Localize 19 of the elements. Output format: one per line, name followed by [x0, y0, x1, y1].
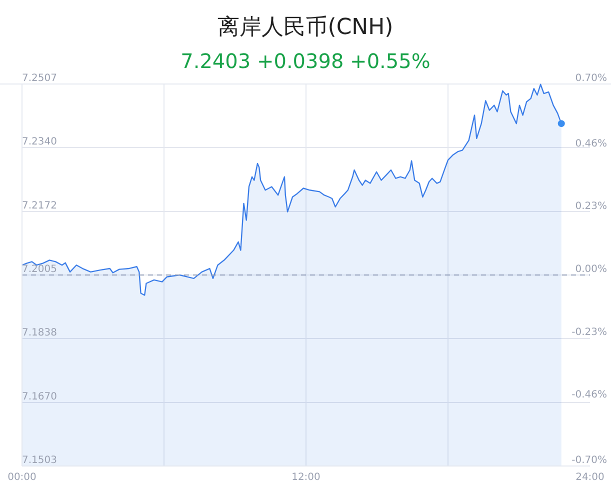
y-tick-label: 7.2005: [22, 264, 57, 275]
y2-tick-label: 0.70%: [575, 73, 607, 84]
x-tick-label: 24:00: [576, 472, 604, 483]
y-tick-label: 7.1670: [22, 391, 57, 402]
chart-subtitle: 7.2403 +0.0398 +0.55%: [180, 49, 430, 73]
y-tick-label: 7.2172: [22, 200, 57, 212]
y-tick-label: 7.1838: [22, 328, 57, 339]
y2-tick-label: 0.00%: [575, 264, 607, 275]
y2-tick-label: -0.46%: [572, 390, 607, 401]
y2-tick-label: -0.23%: [572, 326, 607, 338]
y-tick-label: 7.1503: [22, 455, 57, 466]
x-tick-label: 12:00: [292, 472, 320, 483]
y2-tick-label: 0.46%: [575, 138, 607, 150]
y2-tick-label: 0.23%: [575, 201, 607, 212]
y-tick-label: 7.2340: [22, 136, 57, 148]
x-tick-label: 00:00: [8, 472, 36, 483]
y2-tick-label: -0.70%: [572, 455, 607, 466]
y-tick-label: 7.2507: [22, 73, 57, 84]
chart-title: 离岸人民币(CNH): [218, 15, 394, 40]
